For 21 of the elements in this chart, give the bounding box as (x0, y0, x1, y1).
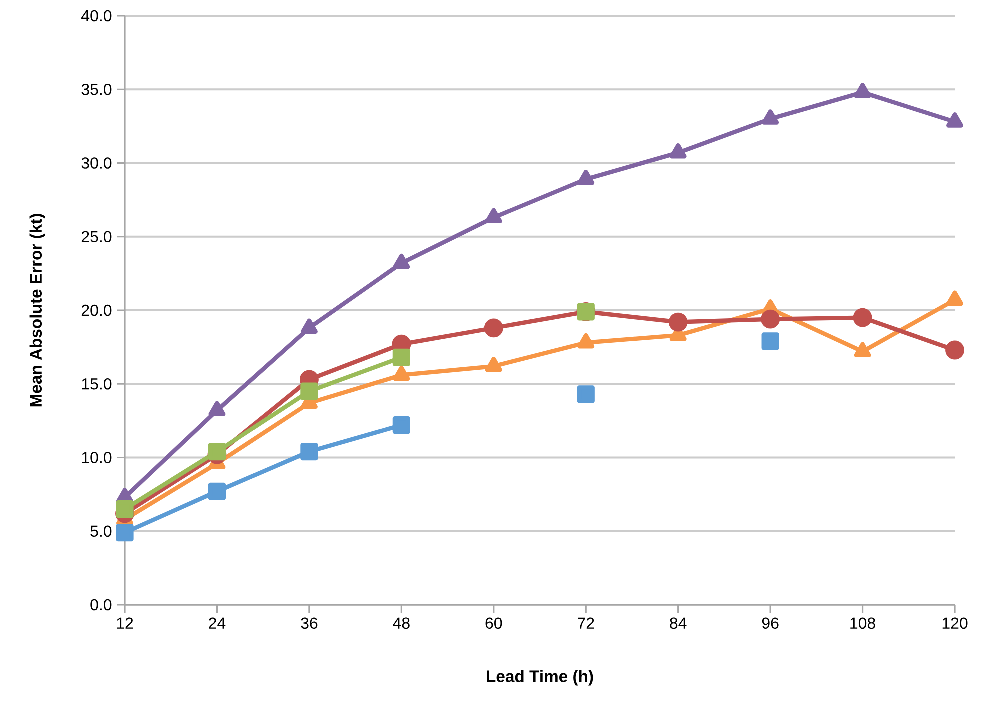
x-tick-label: 24 (209, 618, 226, 629)
y-tick-label: 35.0 (82, 84, 112, 96)
x-tick-label: 120 (942, 618, 968, 630)
x-tick-label: 60 (486, 618, 502, 630)
x-tick-label: 108 (850, 618, 876, 630)
y-tick-label: 5.0 (90, 526, 112, 538)
y-axis-title: Mean Absolute Error (kt) (30, 214, 46, 407)
x-tick-label: 72 (578, 618, 594, 629)
y-tick-label: 0.0 (90, 599, 112, 611)
x-axis-title: Lead Time (h) (487, 670, 594, 686)
x-tick-label: 96 (762, 618, 779, 630)
x-tick-label: 48 (393, 618, 410, 630)
y-tick-label: 30.0 (82, 158, 112, 169)
y-tick-label: 25.0 (82, 231, 112, 243)
y-tick-label: 15.0 (82, 378, 112, 390)
x-tick-label: 12 (117, 618, 134, 629)
y-tick-label: 40.0 (82, 10, 112, 22)
x-tick-label: 84 (670, 618, 687, 630)
y-tick-label: 10.0 (82, 452, 112, 464)
y-tick-label: 20.0 (82, 304, 112, 316)
x-tick-label: 36 (301, 618, 318, 630)
